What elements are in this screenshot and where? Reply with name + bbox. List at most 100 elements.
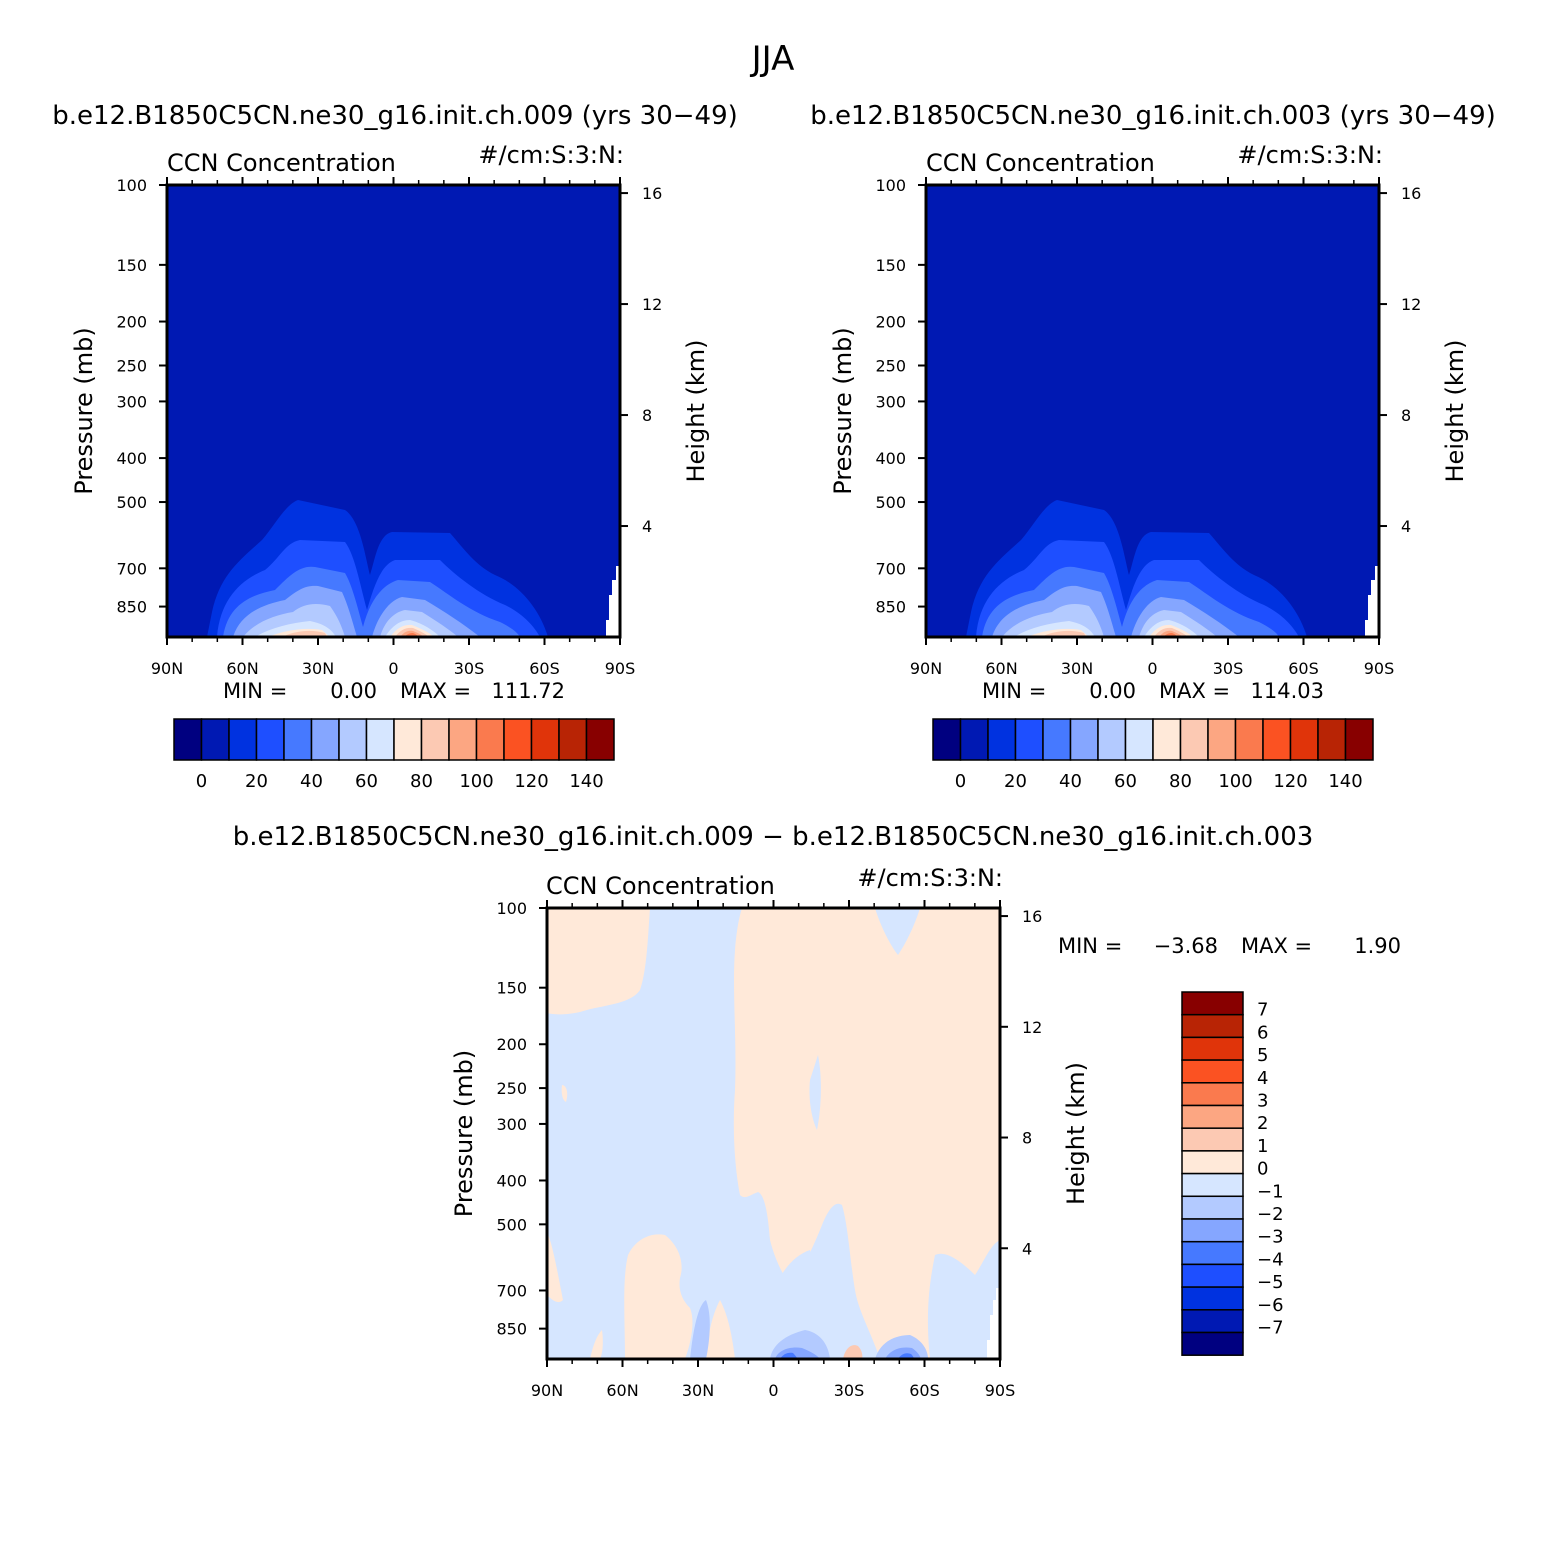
x-tick-label: 30S [454, 659, 485, 678]
y-axis-label: Pressure (mb) [450, 1050, 478, 1217]
colorbar-box [1289, 718, 1319, 761]
colorbar-box [255, 718, 285, 761]
colorbar-box [1317, 718, 1347, 761]
colorbar-label: 2 [1257, 1113, 1268, 1134]
right-tick-label: 12 [1022, 1018, 1042, 1037]
panel-case-title: b.e12.B1850C5CN.ne30_g16.init.ch.003 (yr… [810, 101, 1496, 131]
colorbar-box [393, 718, 423, 761]
colorbar-box [1181, 1127, 1244, 1152]
colorbar-box [1181, 1331, 1244, 1356]
colorbar-box [1181, 1059, 1244, 1084]
contour-level-8 [1041, 627, 1188, 637]
right-tick-label: 8 [642, 406, 652, 425]
y-tick-label: 150 [875, 256, 906, 275]
colorbar-box [228, 718, 258, 761]
right-tick-label: 8 [1022, 1129, 1032, 1148]
right-tick-label: 12 [642, 295, 662, 314]
y-tick-label: 200 [116, 313, 147, 332]
y-tick-label: 850 [116, 598, 147, 617]
y-tick-label: 300 [875, 392, 906, 411]
colorbar-label: 40 [1059, 771, 1082, 792]
colorbar-box [503, 718, 533, 761]
panel-axes: 90N 60N 30N 0 30S 60S 90S 100 150 200 250 300 400 500… [70, 176, 710, 678]
x-tick-label: 90N [151, 659, 183, 678]
right-tick-label: 12 [1401, 295, 1421, 314]
colorbar-label: 80 [1169, 771, 1192, 792]
contour-positive-region [624, 1234, 693, 1359]
contour-field [547, 908, 1000, 1359]
y-tick-label: 500 [116, 493, 147, 512]
x-tick-label: 90S [605, 659, 636, 678]
colorbar-box [1181, 1309, 1244, 1334]
colorbar-box [1344, 718, 1374, 761]
contour-positive-region [561, 1085, 568, 1102]
colorbar-box [475, 718, 505, 761]
x-tick-label: 30N [1061, 659, 1093, 678]
right-tick-label: 8 [1401, 406, 1411, 425]
colorbar-label: 60 [355, 771, 378, 792]
colorbar-box [1181, 1218, 1244, 1243]
panel-min-label: MIN = [223, 679, 287, 703]
colorbar-label: 0 [955, 771, 966, 792]
y-tick-label: 700 [116, 559, 147, 578]
colorbar-box [1207, 718, 1237, 761]
x-tick-label: 30S [834, 1381, 865, 1400]
right-tick-label: 4 [1022, 1239, 1032, 1258]
y-axis-label: Pressure (mb) [829, 327, 857, 494]
colorbar-box [1181, 1240, 1244, 1266]
colorbar-box [987, 718, 1017, 761]
y-tick-label: 850 [875, 598, 906, 617]
x-tick-label: 60N [606, 1381, 638, 1400]
colorbar-box [1181, 1104, 1244, 1129]
colorbar-label: 4 [1257, 1068, 1268, 1089]
missing-data-region [1365, 566, 1379, 637]
colorbar-box [585, 718, 615, 761]
right-tick-label: 16 [642, 184, 662, 203]
x-tick-label: 60N [985, 659, 1017, 678]
contour-positive-region [733, 908, 1000, 1359]
panel-case-title: b.e12.B1850C5CN.ne30_g16.init.ch.009 − b… [233, 822, 1314, 852]
colorbar-box [448, 718, 478, 761]
colorbar-box [173, 718, 203, 761]
y-tick-label: 250 [496, 1079, 527, 1098]
colorbar-box [1181, 1082, 1244, 1107]
colorbar-box [365, 718, 395, 761]
panel-max-value: 114.03 [1251, 679, 1324, 703]
y-tick-label: 100 [875, 176, 906, 195]
colorbar-label: −4 [1257, 1249, 1284, 1270]
y-tick-label: 300 [116, 392, 147, 411]
season-title: JJA [750, 39, 795, 79]
colorbar-label: 1 [1257, 1136, 1268, 1157]
contour-negative-region [770, 1250, 812, 1325]
panel-max-label: MAX = [1159, 679, 1230, 703]
right-tick-label: 4 [1401, 517, 1411, 536]
panel-max-label: MAX = [400, 679, 471, 703]
colorbar-label: 100 [1218, 771, 1252, 792]
right-axis-label: Height (km) [1441, 340, 1469, 483]
y-tick-label: 700 [875, 559, 906, 578]
colorbar-box [1181, 1036, 1244, 1061]
panel-min-value: 0.00 [1089, 679, 1136, 703]
contour-positive-region [547, 1232, 563, 1303]
colorbar-box [1181, 1150, 1244, 1175]
colorbar-label: −5 [1257, 1272, 1284, 1293]
x-tick-label: 0 [768, 1381, 778, 1400]
colorbar-label: 0 [1257, 1159, 1268, 1180]
contour-negative-region [809, 1055, 821, 1130]
colorbar-label: 0 [196, 771, 207, 792]
colorbar-box [1181, 1172, 1244, 1198]
x-tick-label: 90S [1364, 659, 1395, 678]
panel-variable-label: CCN Concentration [167, 149, 396, 177]
colorbar-box [200, 718, 230, 761]
missing-data-region [987, 1288, 1000, 1359]
colorbar-box [1234, 718, 1264, 761]
contour-positive-region [547, 908, 650, 1015]
x-tick-label: 30N [302, 659, 334, 678]
y-tick-label: 850 [496, 1320, 527, 1339]
colorbar-label: −3 [1257, 1227, 1284, 1248]
contour-positive-region [590, 1330, 603, 1359]
right-axis-label: Height (km) [1062, 1062, 1090, 1205]
colorbar-box [1181, 1195, 1244, 1220]
colorbar-box [530, 718, 560, 761]
